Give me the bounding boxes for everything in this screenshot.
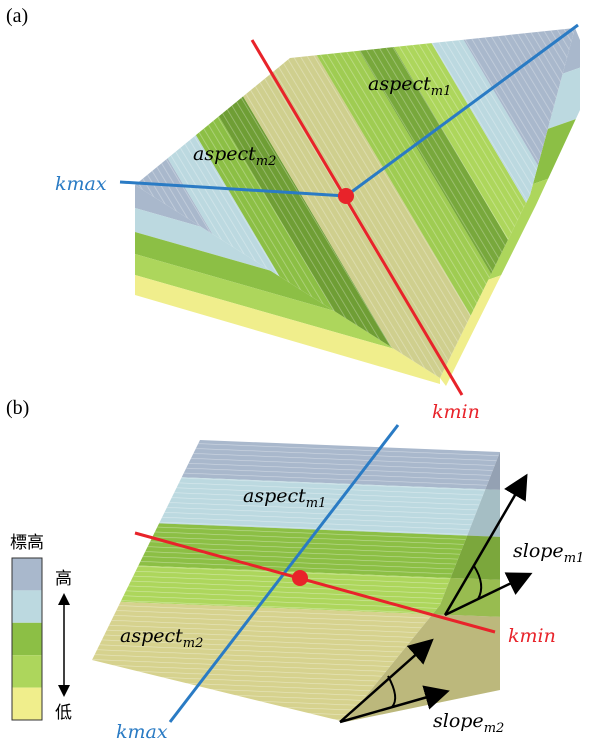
legend-high: 高 bbox=[55, 569, 72, 589]
slope-label: slopem1 bbox=[513, 540, 584, 566]
aspect-sub: m2 bbox=[256, 154, 277, 169]
kmax-label: kmax bbox=[55, 173, 107, 195]
aspect-label: aspectm1 bbox=[243, 485, 326, 511]
legend-swatch bbox=[12, 622, 42, 656]
aspect-label: aspectm1 bbox=[368, 73, 451, 99]
stratum bbox=[135, 254, 440, 362]
slope-label: slopem2 bbox=[433, 710, 504, 736]
angle-arc bbox=[387, 675, 397, 708]
arrow bbox=[339, 638, 434, 723]
legend-swatch bbox=[12, 687, 42, 720]
aspect-sub: m2 bbox=[183, 636, 204, 651]
legend-swatch bbox=[12, 655, 42, 688]
slope-text: slope bbox=[513, 540, 564, 562]
aspect-text: aspect bbox=[120, 625, 183, 647]
panel-label: (a) bbox=[6, 5, 28, 27]
side-shade bbox=[345, 452, 500, 722]
arrow bbox=[443, 473, 528, 616]
legend-frame bbox=[11, 557, 43, 721]
legend bbox=[12, 558, 42, 720]
kmax-line bbox=[119, 180, 347, 198]
aspect-label: aspectm2 bbox=[120, 625, 203, 651]
band bbox=[345, 597, 500, 722]
slope-sub: m1 bbox=[564, 551, 585, 566]
point bbox=[292, 570, 308, 586]
legend-low: 低 bbox=[55, 703, 72, 723]
slope-text: slope bbox=[433, 710, 484, 732]
kmin-label: kmin bbox=[432, 401, 480, 423]
slope-sub: m2 bbox=[484, 721, 505, 736]
stratum bbox=[135, 275, 440, 384]
kmin-label: kmin bbox=[508, 625, 556, 647]
legend-swatch bbox=[12, 590, 42, 623]
legend-title: 標高 bbox=[10, 533, 44, 553]
aspect-text: aspect bbox=[368, 73, 431, 95]
kmax-line bbox=[345, 23, 579, 198]
aspect-sub: m1 bbox=[431, 84, 452, 99]
aspect-text: aspect bbox=[243, 485, 306, 507]
aspect-sub: m1 bbox=[306, 496, 327, 511]
kmin-line bbox=[134, 531, 496, 634]
kmax-label: kmax bbox=[116, 721, 168, 743]
panel-label: (b) bbox=[6, 397, 29, 419]
aspect-text: aspect bbox=[193, 143, 256, 165]
point bbox=[338, 188, 354, 204]
aspect-label: aspectm2 bbox=[193, 143, 276, 169]
arrow bbox=[444, 572, 533, 617]
legend-swatch bbox=[12, 558, 42, 591]
kmin-line bbox=[250, 39, 464, 396]
angle-arc bbox=[473, 565, 483, 600]
